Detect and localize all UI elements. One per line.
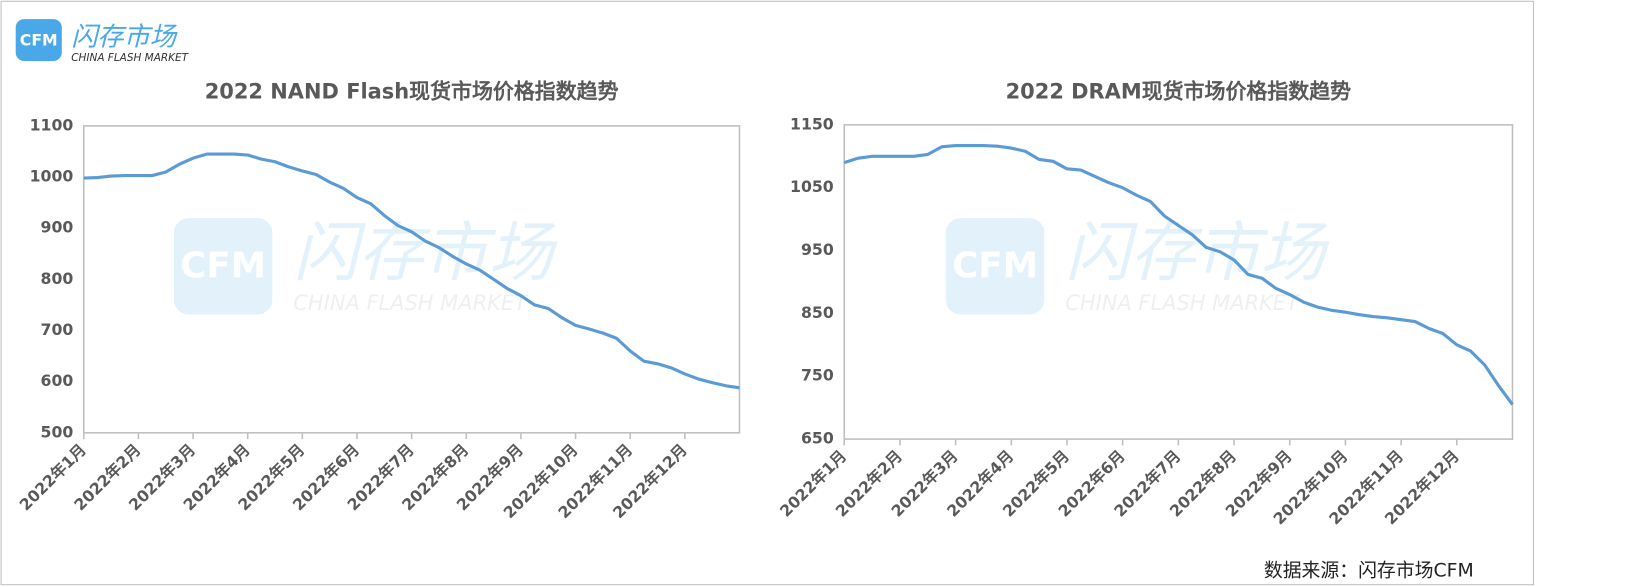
y-tick-label: 800 xyxy=(41,269,74,288)
watermark-english: CHINA FLASH MARKET xyxy=(293,291,529,315)
y-tick-label: 1100 xyxy=(30,115,74,134)
y-tick-label: 1000 xyxy=(30,167,74,186)
logo: CFM 闪存市场 CHINA FLASH MARKET xyxy=(15,19,190,64)
watermark-box xyxy=(945,218,1045,315)
y-tick-label: 700 xyxy=(41,320,74,339)
logo-name: 闪存市场 xyxy=(71,22,178,52)
watermark-mark: CFM xyxy=(180,245,266,286)
source: 数据来源：闪存市场CFM xyxy=(1264,560,1474,582)
watermark-box xyxy=(173,218,273,315)
y-tick-label: 950 xyxy=(801,240,834,259)
frame xyxy=(0,0,1534,586)
y-tick-label: 750 xyxy=(801,366,834,385)
watermark-english: CHINA FLASH MARKET xyxy=(1065,291,1301,315)
logo-mark: CFM xyxy=(20,31,58,50)
watermark-mark: CFM xyxy=(952,245,1038,286)
line xyxy=(843,144,1514,406)
watermark-name: 闪存市场 xyxy=(293,216,558,291)
y-tick-label: 1050 xyxy=(790,177,834,196)
y-tick-label: 600 xyxy=(41,371,74,390)
watermark-name: 闪存市场 xyxy=(1065,216,1330,291)
y-tick-label: 500 xyxy=(41,422,74,441)
y-tick-label: 850 xyxy=(801,303,834,322)
chart-title: 2022 DRAM现货市场价格指数趋势 xyxy=(1006,79,1352,103)
logo-box xyxy=(15,19,62,61)
watermark: CFM 闪存市场 CHINA FLASH MARKET CFM 闪存市场 CHI… xyxy=(173,216,1330,315)
y-tick-label: 650 xyxy=(801,429,834,448)
y-tick-label: 900 xyxy=(41,218,74,237)
y-tick-label: 1150 xyxy=(790,114,834,133)
logo-english: CHINA FLASH MARKET xyxy=(71,52,189,64)
chart-title: 2022 NAND Flash现货市场价格指数趋势 xyxy=(205,79,619,103)
line xyxy=(83,152,740,390)
